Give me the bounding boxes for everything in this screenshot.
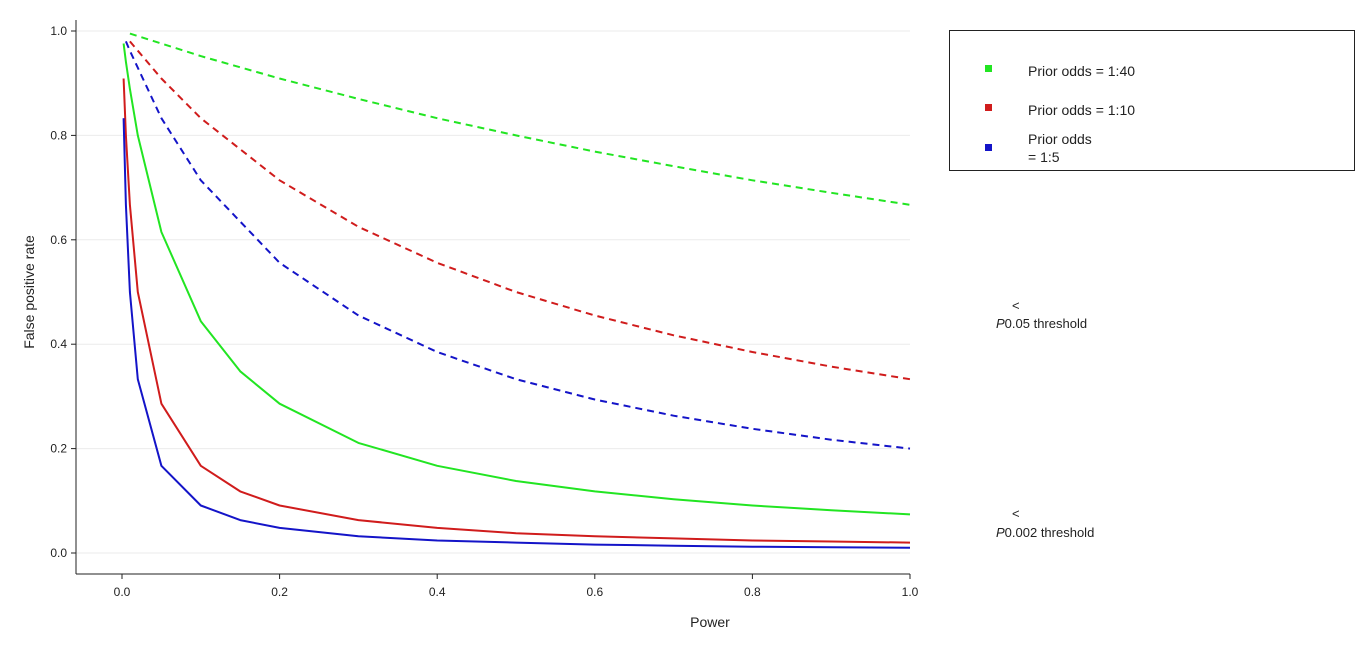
annotation-p005-symbol: < [1012,298,1020,313]
y-tick-label: 0.4 [50,337,67,351]
gridlines [76,30,910,554]
x-tick-label: 0.8 [744,585,761,599]
y-tick-label: 0.8 [50,128,67,142]
annotation-p005-text: 0.05 threshold [1005,316,1087,331]
annotation-p0002-italic: P [996,525,1005,540]
series-line-dashed-2 [124,41,911,450]
y-tick-label: 0.6 [50,233,67,247]
tick-labels: 0.0 0.2 0.4 0.6 0.8 1.0 0.0 0.2 0.4 0.6 0.8 1.0 [50,24,918,599]
x-tick-label: 1.0 [902,585,919,599]
axes [75,20,910,575]
x-tick-label: 0.0 [114,585,131,599]
series-line-solid-3 [122,43,911,516]
series-line-dashed-0 [129,32,911,206]
x-tick-label: 0.6 [586,585,603,599]
series-lines [122,32,911,549]
annotation-p005-label: P0.05 threshold [996,316,1087,331]
legend-box [949,30,1355,171]
legend-swatch-blue [985,144,992,151]
annotation-p0002: < P0.002 threshold [996,506,1094,540]
annotation-p0002-label: P0.002 threshold [996,525,1094,540]
legend-label-1-5-line1: Prior odds [1028,131,1092,147]
annotation-p0002-symbol: < [1012,506,1020,521]
series-line-solid-5 [122,118,911,549]
series-line-solid-4 [122,78,911,544]
series-line-dashed-1 [129,40,911,381]
legend-swatch-green [985,65,992,72]
legend-label-1-5-line2: = 1:5 [1028,149,1060,165]
x-tick-label: 0.2 [271,585,288,599]
annotation-p0002-text: 0.002 threshold [1005,525,1095,540]
y-axis-title: False positive rate [21,235,37,349]
legend-swatch-red [985,104,992,111]
x-axis-title: Power [690,614,730,630]
y-tick-label: 1.0 [50,24,67,38]
annotation-p005: < P0.05 threshold [996,298,1087,331]
annotation-p005-italic: P [996,316,1005,331]
legend-label-1-10: Prior odds = 1:10 [1028,102,1135,118]
x-tick-label: 0.4 [429,585,446,599]
legend-label-1-40: Prior odds = 1:40 [1028,63,1135,79]
legend: Prior odds = 1:40 Prior odds = 1:10 Prio… [949,30,1355,171]
y-tick-label: 0.0 [50,546,67,560]
y-tick-label: 0.2 [50,442,67,456]
